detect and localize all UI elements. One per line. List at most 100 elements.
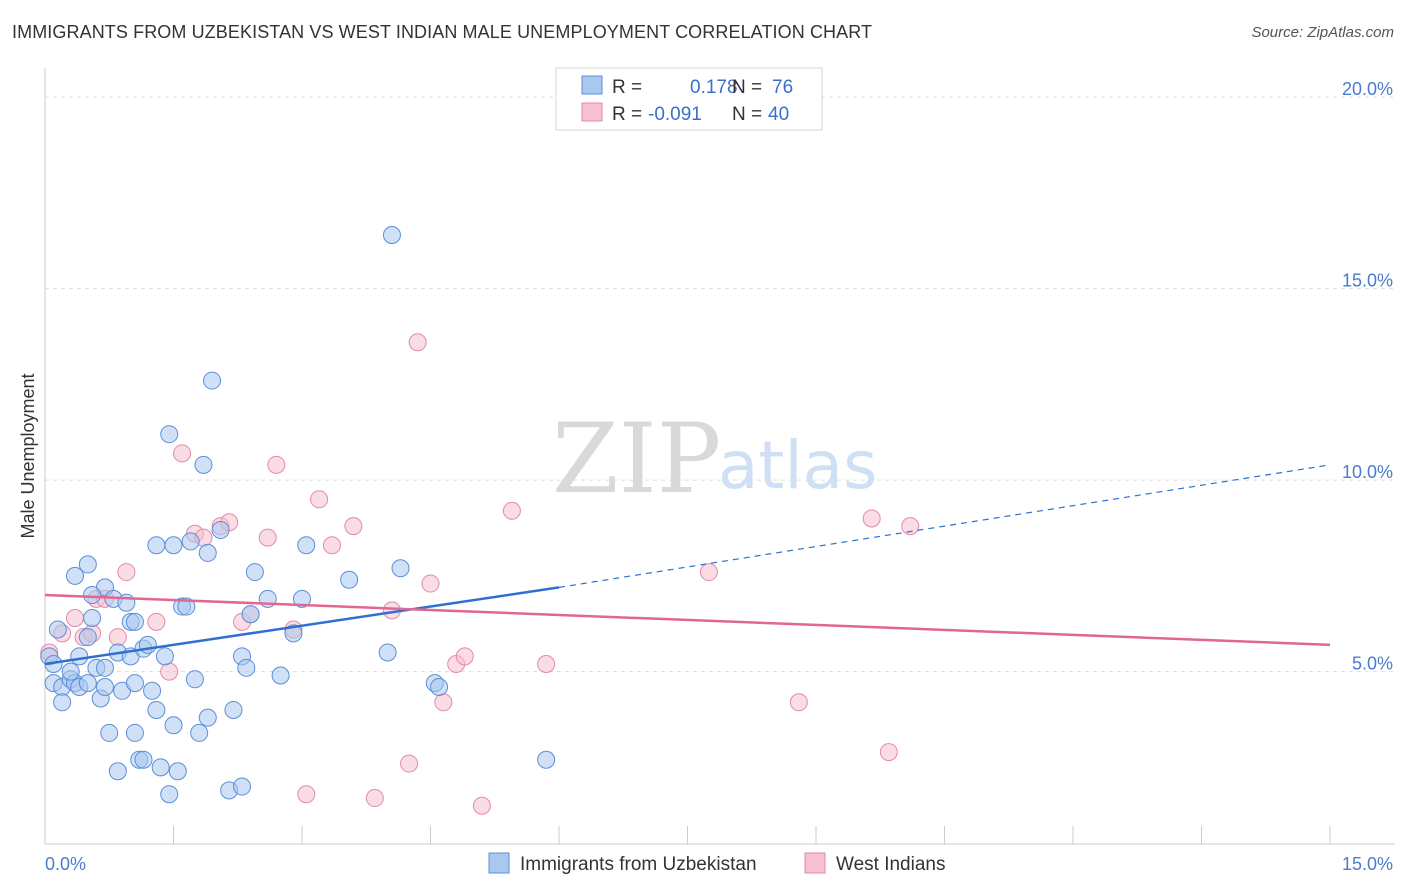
- series-legend-swatch-west-indians: [804, 852, 826, 874]
- uzbekistan-point: [537, 750, 556, 769]
- uzbekistan-point: [211, 520, 230, 539]
- uzbekistan-point: [164, 716, 183, 735]
- uzbekistan-point: [378, 643, 397, 662]
- west-indians-point: [789, 693, 808, 712]
- uzbekistan-point: [198, 543, 217, 562]
- uzbekistan-point: [271, 666, 290, 685]
- chart-source: Source: ZipAtlas.com: [1251, 24, 1394, 41]
- uzbekistan-point: [134, 750, 153, 769]
- uzbekistan-point: [108, 762, 127, 781]
- uzbekistan-point: [95, 677, 114, 696]
- uzbekistan-point: [147, 536, 166, 555]
- x-tick-label: 0.0%: [45, 854, 86, 874]
- series-legend-label-west-indians: West Indians: [836, 854, 945, 875]
- y-tick-label: 15.0%: [1342, 271, 1393, 291]
- uzbekistan-point: [61, 662, 80, 681]
- west-indians-point: [147, 612, 166, 631]
- west-indians-point: [434, 693, 453, 712]
- west-indians-point: [901, 517, 920, 536]
- west-indians-point: [400, 754, 419, 773]
- legend-r-label-2: R =: [612, 104, 642, 125]
- west-indians-point: [879, 743, 898, 762]
- west-indians-point: [310, 490, 329, 509]
- west-indians-points: [40, 333, 920, 815]
- legend-n-value-1: 76: [772, 77, 793, 98]
- uzbekistan-point: [70, 647, 89, 666]
- legend-n-label-1: N =: [732, 77, 762, 98]
- y-tick-label: 10.0%: [1342, 462, 1393, 482]
- uzbekistan-point: [198, 708, 217, 727]
- uzbekistan-point: [155, 647, 174, 666]
- grid-lines: [45, 96, 1395, 673]
- watermark-zip: ZIP: [552, 403, 721, 515]
- uzbekistan-point: [95, 658, 114, 677]
- y-tick-label: 5.0%: [1352, 654, 1393, 674]
- west-indians-point: [65, 609, 84, 628]
- legend-swatch-pink: [581, 102, 603, 122]
- uzbekistan-point: [241, 605, 260, 624]
- series-legend: Immigrants from Uzbekistan West Indians: [488, 852, 945, 875]
- west-indians-point: [421, 574, 440, 593]
- west-indians-point: [344, 517, 363, 536]
- stats-legend: R = 0.178 N = 76 R = -0.091 N = 40: [555, 67, 823, 131]
- west-indians-point: [297, 785, 316, 804]
- west-indians-point: [117, 563, 136, 582]
- west-indians-point: [322, 536, 341, 555]
- west-indians-point: [472, 796, 491, 815]
- uzbekistan-point: [125, 674, 144, 693]
- west-indians-trend-line: [44, 593, 1331, 647]
- uzbekistan-point: [78, 674, 97, 693]
- y-tick-label: 20.0%: [1342, 79, 1393, 99]
- legend-r-value-2: -0.091: [648, 104, 702, 125]
- uzbekistan-point: [143, 681, 162, 700]
- legend-swatch-blue: [581, 75, 603, 95]
- west-indians-point: [862, 509, 881, 528]
- west-indians-point: [408, 333, 427, 352]
- uzbekistan-point: [194, 455, 213, 474]
- y-tick-labels: 5.0% 10.0% 15.0% 20.0%: [1342, 79, 1393, 674]
- uzbekistan-point: [83, 609, 102, 628]
- trend-lines: [44, 464, 1331, 666]
- west-indians-point: [108, 628, 127, 647]
- uzbekistan-point: [340, 570, 359, 589]
- y-axis-title: Male Unemployment: [18, 373, 38, 538]
- axes: [44, 68, 1395, 845]
- uzbekistan-point: [190, 723, 209, 742]
- chart-title: IMMIGRANTS FROM UZBEKISTAN VS WEST INDIA…: [12, 22, 873, 42]
- x-tick-label: 15.0%: [1342, 854, 1393, 874]
- x-tick-labels: 0.0% 15.0%: [45, 854, 1393, 874]
- uzbekistan-point: [83, 586, 102, 605]
- uzbekistan-point: [78, 628, 97, 647]
- uzbekistan-point: [203, 371, 222, 390]
- uzbekistan-point: [48, 620, 67, 639]
- uzbekistan-point: [237, 658, 256, 677]
- uzbekistan-point: [151, 758, 170, 777]
- uzbekistan-point: [284, 624, 303, 643]
- west-indians-point: [160, 662, 179, 681]
- uzbekistan-point: [185, 670, 204, 689]
- legend-r-value-1: 0.178: [690, 77, 738, 98]
- west-indians-point: [173, 444, 192, 463]
- west-indians-point: [502, 501, 521, 520]
- uzbekistan-point: [100, 723, 119, 742]
- uzbekistan-point: [65, 566, 84, 585]
- uzbekistan-point: [245, 563, 264, 582]
- uzbekistan-point: [297, 536, 316, 555]
- west-indians-point: [699, 563, 718, 582]
- uzbekistan-point: [430, 677, 449, 696]
- legend-r-label-1: R =: [612, 77, 642, 98]
- uzbekistan-trend-extension: [558, 464, 1331, 588]
- legend-n-value-2: 40: [768, 104, 789, 125]
- legend-n-label-2: N =: [732, 104, 762, 125]
- uzbekistan-trend-line: [44, 586, 560, 666]
- uzbekistan-point: [177, 597, 196, 616]
- watermark-atlas: atlas: [718, 427, 878, 504]
- uzbekistan-point: [224, 700, 243, 719]
- uzbekistan-point: [78, 555, 97, 574]
- west-indians-point: [258, 528, 277, 547]
- uzbekistan-point: [160, 425, 179, 444]
- uzbekistan-point: [233, 777, 252, 796]
- series-legend-label-uzbekistan: Immigrants from Uzbekistan: [520, 854, 757, 875]
- west-indians-point: [455, 647, 474, 666]
